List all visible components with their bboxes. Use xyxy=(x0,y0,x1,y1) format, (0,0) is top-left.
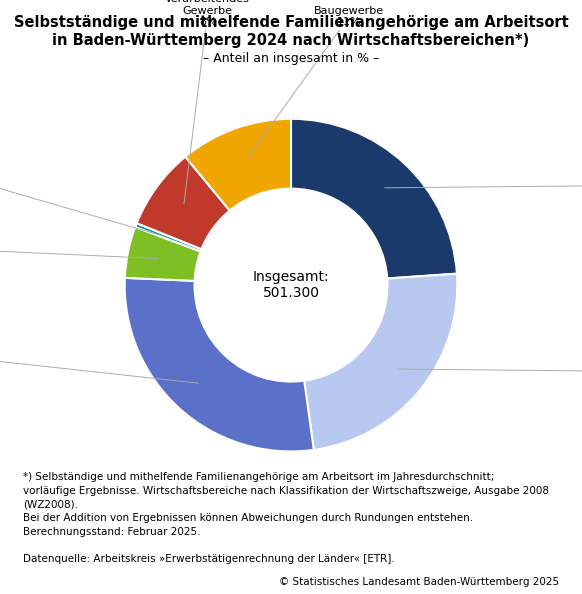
Text: © Statistisches Landesamt Baden-Württemberg 2025: © Statistisches Landesamt Baden-Württemb… xyxy=(279,577,559,587)
Text: Finanz-,
Versicherungs- und
Unternehmens-
dienstleister,
Grundstücks- und
Wohnun: Finanz-, Versicherungs- und Unternehmens… xyxy=(397,332,582,412)
Wedge shape xyxy=(304,274,457,450)
Text: Öffentliche und
sonstige
Dienstleister,
Erziehung,
Gesundheit
28%: Öffentliche und sonstige Dienstleister, … xyxy=(0,321,198,389)
Text: Insgesamt:
501.300: Insgesamt: 501.300 xyxy=(253,270,329,300)
Text: in Baden-Württemberg 2024 nach Wirtschaftsbereichen*): in Baden-Württemberg 2024 nach Wirtschaf… xyxy=(52,33,530,48)
Text: Selbstständige und mithelfende Familienangehörige am Arbeitsort: Selbstständige und mithelfende Familiena… xyxy=(13,15,569,30)
Text: – Anteil an insgesamt in % –: – Anteil an insgesamt in % – xyxy=(203,52,379,65)
Text: Land- und
Forstwirtschaft,
Fischerei
5%: Land- und Forstwirtschaft, Fischerei 5% xyxy=(0,226,158,271)
Text: Handel, Verkehr,
Gastgewerbe,
Information und
Kommunikation
24%: Handel, Verkehr, Gastgewerbe, Informatio… xyxy=(385,157,582,213)
Wedge shape xyxy=(185,119,291,211)
Text: Baugewerbe
11%: Baugewerbe 11% xyxy=(248,6,384,157)
Text: Bergbau, Energie-
und
Wasserversorgung
0%: Bergbau, Energie- und Wasserversorgung 0… xyxy=(0,146,164,236)
Wedge shape xyxy=(291,119,457,279)
Wedge shape xyxy=(125,227,201,281)
Wedge shape xyxy=(135,223,201,251)
Text: Verarbeitendes
Gewerbe
8%: Verarbeitendes Gewerbe 8% xyxy=(165,0,250,204)
Wedge shape xyxy=(137,157,230,249)
Wedge shape xyxy=(125,278,314,451)
Text: *) Selbständige und mithelfende Familienangehörige am Arbeitsort im Jahresdurchs: *) Selbständige und mithelfende Familien… xyxy=(23,472,549,564)
